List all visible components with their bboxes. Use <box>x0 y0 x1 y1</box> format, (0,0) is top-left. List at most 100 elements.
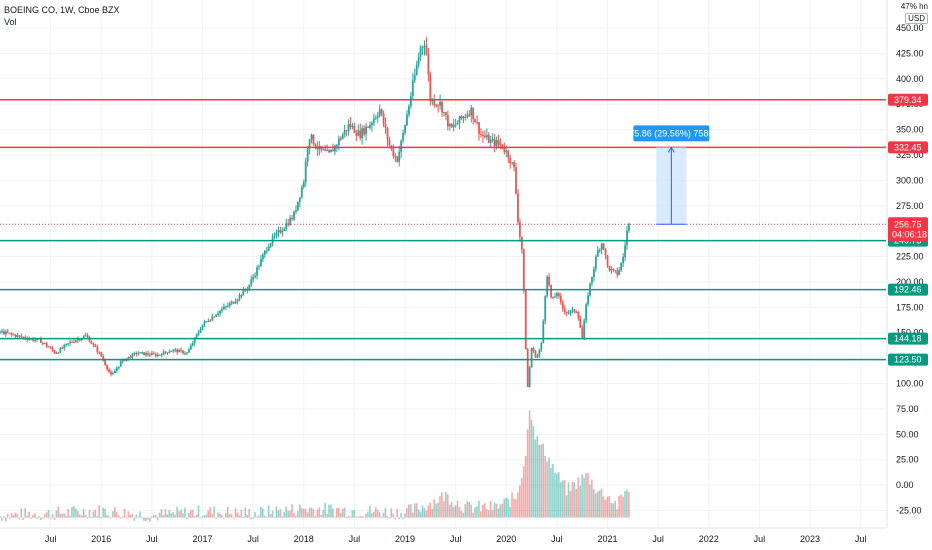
volume-bar <box>318 507 321 518</box>
volume-bar <box>593 489 595 518</box>
volume-bar <box>408 504 410 518</box>
candle-body <box>326 150 329 152</box>
volume-bar <box>92 511 95 518</box>
candle-body <box>579 318 582 328</box>
candle-body <box>71 341 73 343</box>
candle-body <box>408 106 410 115</box>
volume-bar <box>100 517 102 519</box>
volume-bar <box>554 473 556 518</box>
time-tick-label: Jul <box>855 534 867 544</box>
volume-bar <box>12 515 15 518</box>
candle-body <box>199 329 202 333</box>
time-tick-label: Jul <box>45 534 57 544</box>
candle-body <box>162 351 165 356</box>
candle-body <box>302 182 305 188</box>
time-axis[interactable]: Jul 2016 Jul 2017 Jul 2018 Jul 2019 Jul 2020 Jul 20… <box>0 527 886 544</box>
volume-bar <box>396 509 398 518</box>
candle-body <box>413 74 416 81</box>
candle-body <box>536 355 539 358</box>
measure-tool[interactable]: 75.86 (29.56%) 7586 <box>629 125 713 225</box>
candle-body <box>298 197 301 202</box>
candle-body <box>149 354 151 356</box>
volume-bar <box>71 507 73 518</box>
volume-bar <box>39 517 42 520</box>
candle-body <box>423 45 426 47</box>
volume-bar <box>556 473 558 518</box>
volume-bar <box>374 507 377 518</box>
volume-bar <box>293 513 295 518</box>
candle-body <box>22 337 25 339</box>
volume-bar <box>236 512 239 518</box>
volume-bar <box>98 504 101 518</box>
volume-bar <box>304 508 307 518</box>
candle-body <box>569 310 572 313</box>
price-tags: 379.34332.45240.73192.46144.18123.50256.… <box>888 93 928 366</box>
volume-bar <box>110 517 112 519</box>
candle-body <box>365 126 367 135</box>
volume-bar <box>361 516 363 518</box>
volume-bar <box>616 509 618 518</box>
volume-bar <box>326 514 328 518</box>
candle-body <box>172 349 175 351</box>
volume-bar <box>112 511 114 518</box>
candle-body <box>240 294 243 296</box>
volume-label[interactable]: Vol <box>4 17 17 27</box>
volume-bar <box>351 510 354 518</box>
volume-bar <box>137 516 139 518</box>
candle-body <box>606 255 609 266</box>
volume-bar <box>168 510 171 518</box>
volume-bar <box>322 510 324 518</box>
volume-bar <box>205 514 208 518</box>
currency-badge[interactable]: USD <box>905 13 928 24</box>
volume-bar <box>279 509 282 518</box>
measure-label: 75.86 (29.56%) 7586 <box>629 128 713 138</box>
volume-bar <box>45 512 48 518</box>
candle-body <box>104 360 107 366</box>
candle-body <box>41 342 44 344</box>
candle-body <box>275 232 278 236</box>
level-tag-label: 192.46 <box>894 285 922 295</box>
time-tick-label: 2018 <box>294 534 314 544</box>
candle-body <box>567 312 570 314</box>
volume-bar <box>104 508 106 518</box>
volume-bar <box>367 511 369 518</box>
volume-bar <box>162 515 165 518</box>
price-axis[interactable]: 450.00425.00400.00375.00350.00325.00300.… <box>886 0 924 528</box>
volume-bar <box>65 515 67 518</box>
price-tick-label: 100.00 <box>896 379 924 389</box>
price-tick-label: 400.00 <box>896 74 924 84</box>
volume-bar <box>291 504 293 518</box>
volume-bar <box>528 410 531 518</box>
volume-bar <box>337 508 340 518</box>
candle-body <box>386 128 389 140</box>
candle-body <box>454 124 457 126</box>
candle-body <box>548 276 551 285</box>
candle-body <box>133 352 136 354</box>
price-series <box>0 37 630 388</box>
volume-bar <box>2 516 5 518</box>
candle-body <box>458 116 461 123</box>
candle-body <box>509 157 512 164</box>
volume-bar <box>437 502 439 518</box>
volume-bar <box>345 517 348 519</box>
candle-body <box>427 54 430 75</box>
volume-bar <box>441 492 443 518</box>
volume-bar <box>320 515 322 518</box>
candle-body <box>487 134 490 143</box>
level-tag <box>888 353 928 366</box>
candle-body <box>587 295 589 305</box>
price-tick-label: 325.00 <box>896 150 924 160</box>
volume-bar <box>127 511 130 518</box>
candle-body <box>550 284 552 298</box>
candle-body <box>189 345 192 350</box>
volume-bar <box>429 502 432 518</box>
candle-body <box>28 338 31 340</box>
volume-bar <box>131 513 134 518</box>
volume-bar <box>197 505 200 518</box>
volume-bar <box>563 479 566 518</box>
horizontal-levels[interactable] <box>0 99 886 361</box>
volume-bar <box>476 506 478 518</box>
volume-bar <box>32 515 34 518</box>
symbol-title[interactable]: BOEING CO, 1W, Cboe BZX <box>4 5 120 15</box>
